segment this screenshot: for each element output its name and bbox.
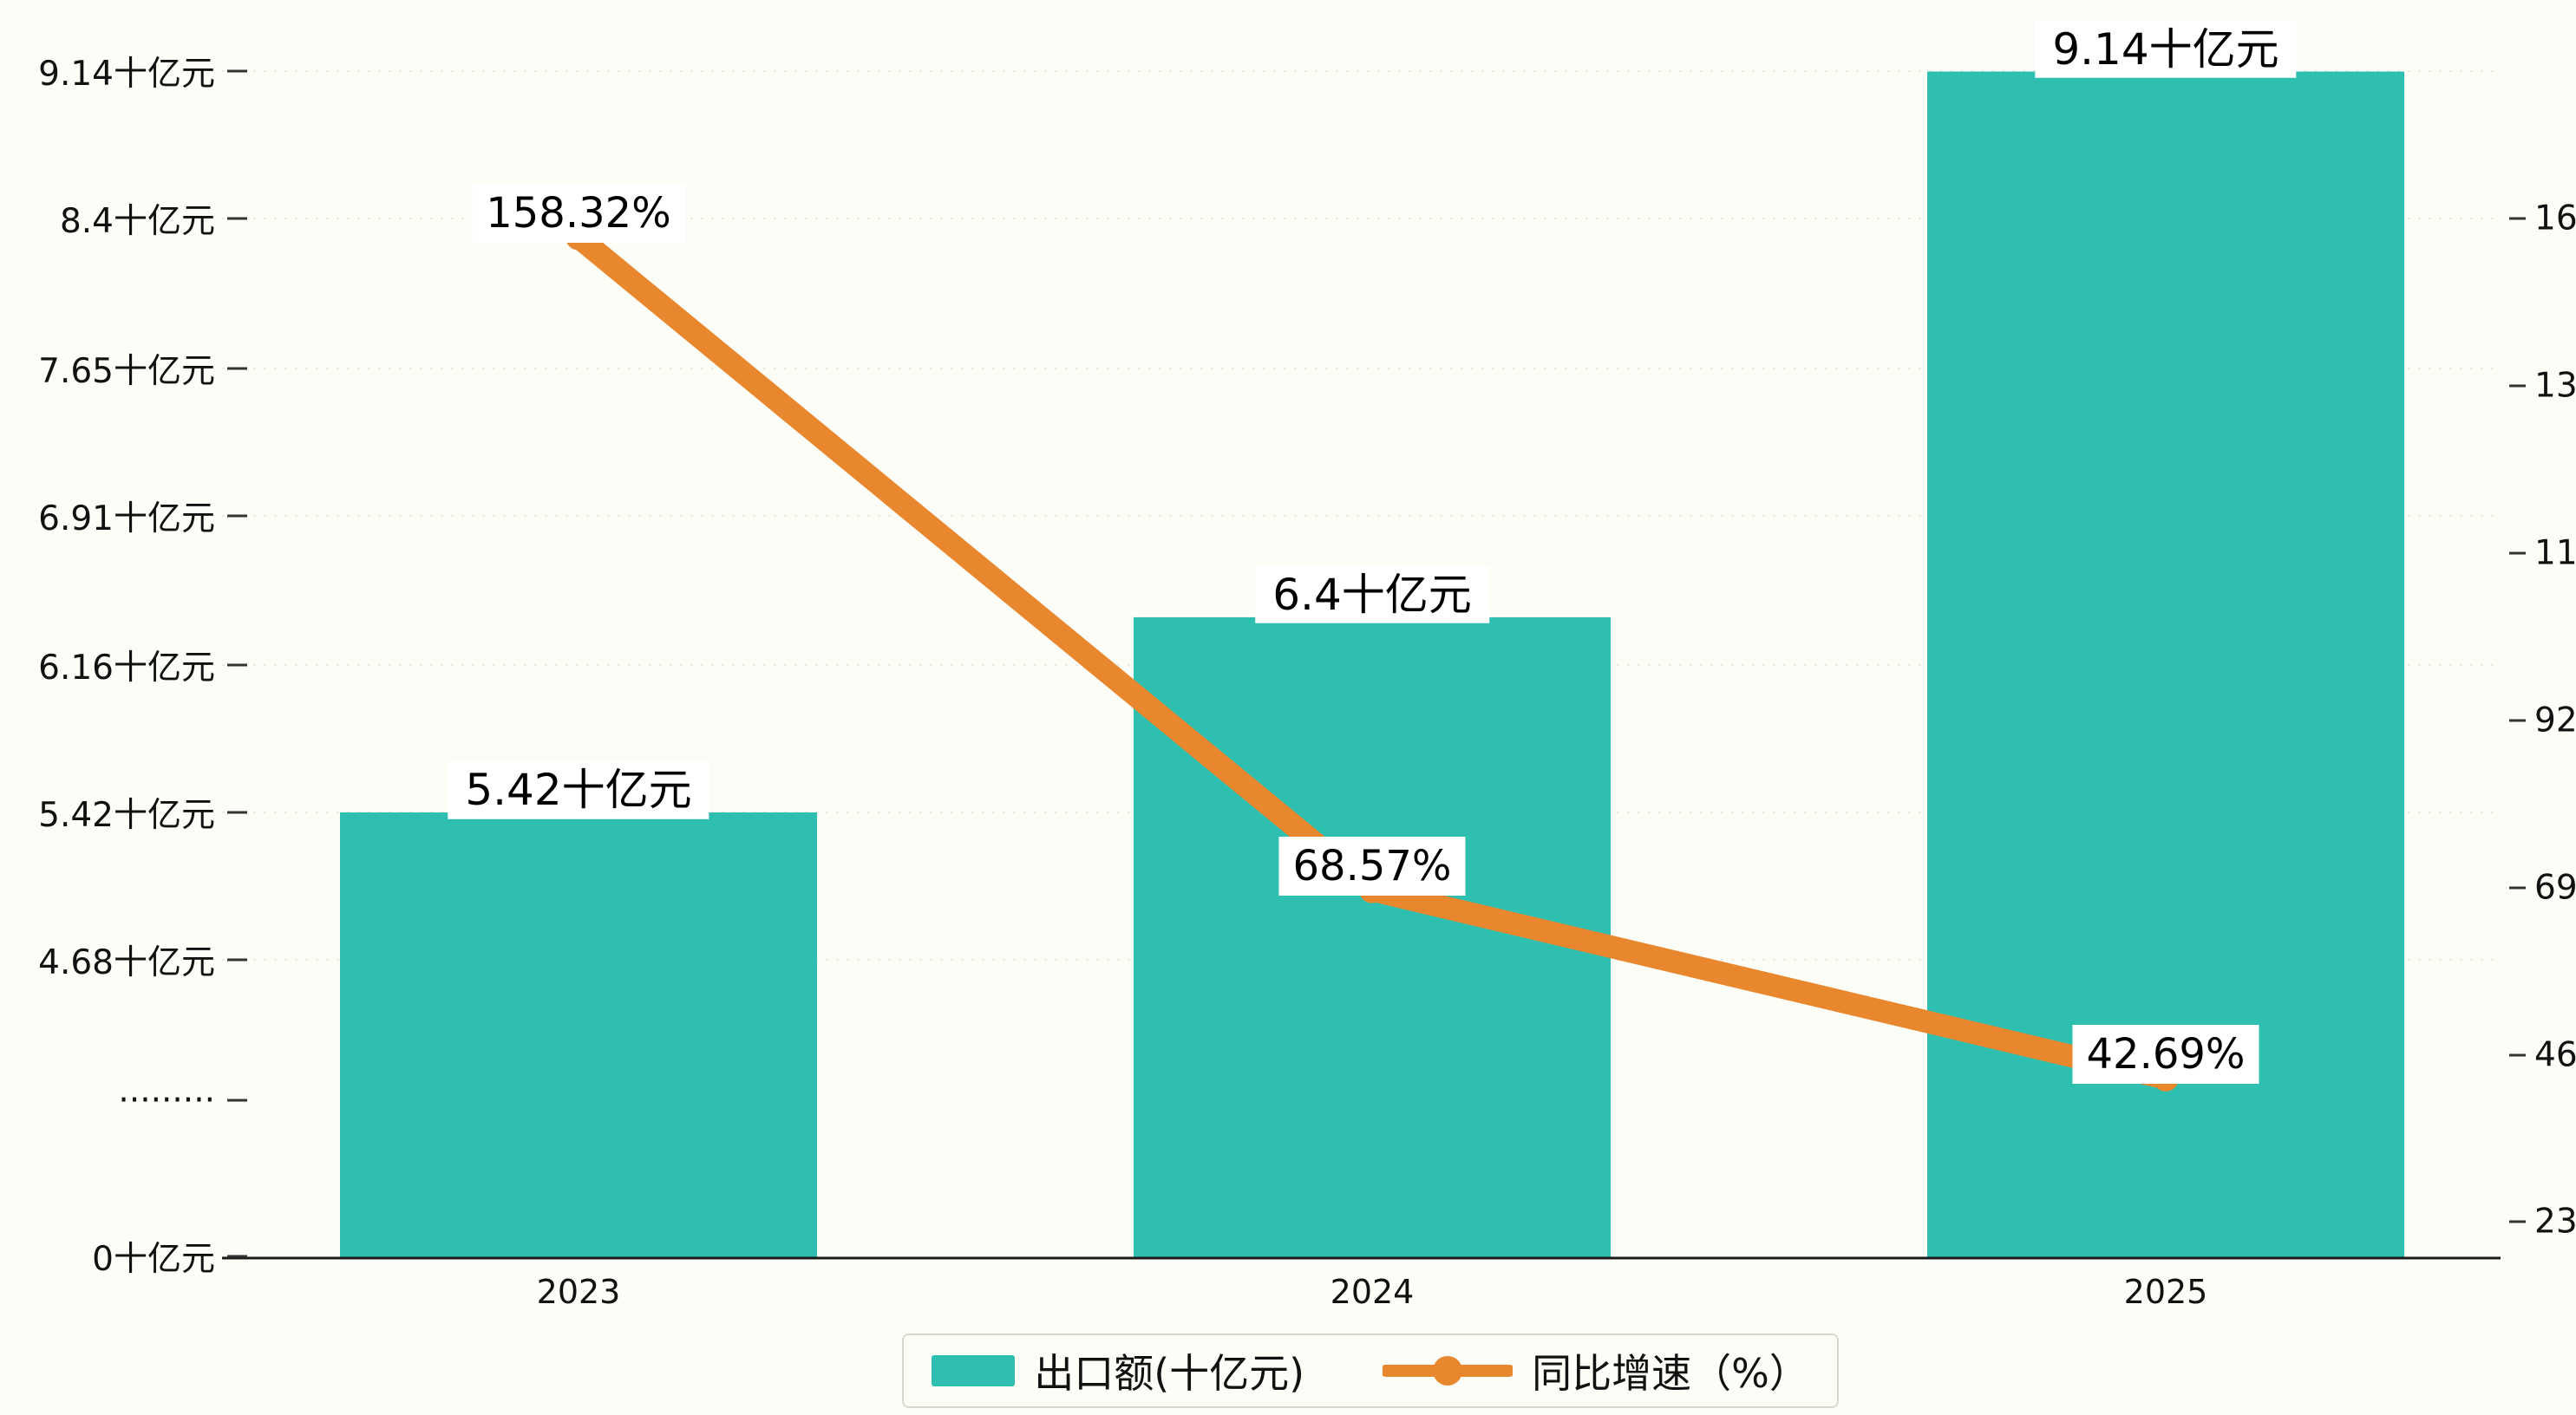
- x-axis-label-2023: 2023: [536, 1273, 621, 1311]
- left-axis-tick-label: 6.16十亿元: [38, 649, 215, 688]
- legend: 出口额(十亿元) 同比增速（%）: [902, 1333, 1839, 1408]
- bar-value-label-2024: 6.4十亿元: [1255, 565, 1489, 624]
- right-axis-tick-label: 161: [2534, 199, 2576, 238]
- left-axis-tick-label: 4.68十亿元: [38, 943, 215, 982]
- left-axis-tick-label: 9.14十亿元: [38, 55, 215, 94]
- right-axis-tick-label: 46: [2534, 1035, 2576, 1075]
- left-axis-tick-label: 6.91十亿元: [38, 499, 215, 538]
- growth-value-label-2024: 68.57%: [1278, 836, 1466, 896]
- growth-value-label-2023: 158.32%: [472, 183, 685, 243]
- legend-label-growth: 同比增速（%）: [1532, 1350, 1809, 1397]
- left-axis-tick-label: 7.65十亿元: [38, 352, 215, 391]
- right-axis-tick-label: 92: [2534, 701, 2576, 740]
- growth-value-label-2025: 42.69%: [2072, 1024, 2259, 1084]
- right-axis-tick-label: 69: [2534, 868, 2576, 908]
- left-axis-break-dots: ·········: [118, 1080, 215, 1120]
- legend-item-export[interactable]: 出口额(十亿元): [932, 1342, 1304, 1399]
- x-axis-label-2024: 2024: [1330, 1273, 1415, 1311]
- right-axis-tick-label: 115: [2534, 533, 2576, 573]
- left-axis-tick-label: 5.42十亿元: [38, 796, 215, 835]
- right-axis-tick-label: 23: [2534, 1202, 2576, 1242]
- right-axis-tick-label: 138: [2534, 366, 2576, 406]
- legend-label-export: 出口额(十亿元): [1034, 1350, 1305, 1397]
- x-axis-label-2025: 2025: [2123, 1273, 2208, 1311]
- legend-item-growth[interactable]: 同比增速（%）: [1383, 1342, 1809, 1399]
- left-axis-tick-label: 0十亿元: [92, 1240, 215, 1279]
- line-series-swatch-icon: [1383, 1356, 1514, 1386]
- bar-value-label-2023: 5.42十亿元: [448, 760, 709, 819]
- left-axis-tick-label: 8.4十亿元: [59, 202, 215, 241]
- bar-series-swatch-icon: [932, 1355, 1016, 1386]
- bar-value-label-2025: 9.14十亿元: [2035, 20, 2297, 78]
- bar-2023: [340, 812, 817, 1258]
